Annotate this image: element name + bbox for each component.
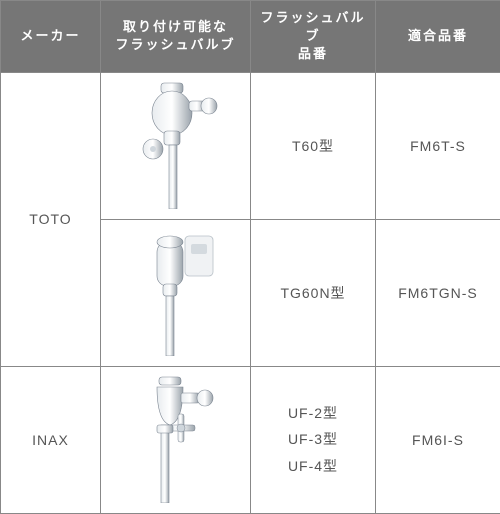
header-compatible-part: 適合品番: [376, 1, 500, 73]
model-item: UF-4型: [255, 453, 371, 480]
table-row: INAX: [1, 366, 500, 513]
cell-maker: INAX: [1, 366, 101, 513]
cell-part: FM6I-S: [376, 366, 500, 513]
header-maker: メーカー: [1, 1, 101, 73]
cell-model: UF-2型 UF-3型 UF-4型: [251, 366, 376, 513]
header-flush-valve-installable: 取り付け可能な フラッシュバルブ: [101, 1, 251, 73]
cell-valve-image: [101, 72, 251, 219]
cell-part: FM6T-S: [376, 72, 500, 219]
flush-valve-icon: [131, 373, 221, 506]
table-header-row: メーカー 取り付け可能な フラッシュバルブ フラッシュバルブ 品番 適合品番: [1, 1, 500, 73]
cell-maker: TOTO: [1, 72, 101, 366]
model-item: UF-2型: [255, 400, 371, 427]
flush-valve-compatibility-table: メーカー 取り付け可能な フラッシュバルブ フラッシュバルブ 品番 適合品番 T…: [0, 0, 500, 514]
cell-valve-image: [101, 366, 251, 513]
header-flush-valve-model: フラッシュバルブ 品番: [251, 1, 376, 73]
cell-valve-image: [101, 219, 251, 366]
flush-valve-icon: [131, 226, 221, 359]
cell-model: T60型: [251, 72, 376, 219]
model-item: UF-3型: [255, 426, 371, 453]
cell-part: FM6TGN-S: [376, 219, 500, 366]
cell-model: TG60N型: [251, 219, 376, 366]
flush-valve-icon: [131, 79, 221, 212]
table-row: TOTO: [1, 72, 500, 219]
